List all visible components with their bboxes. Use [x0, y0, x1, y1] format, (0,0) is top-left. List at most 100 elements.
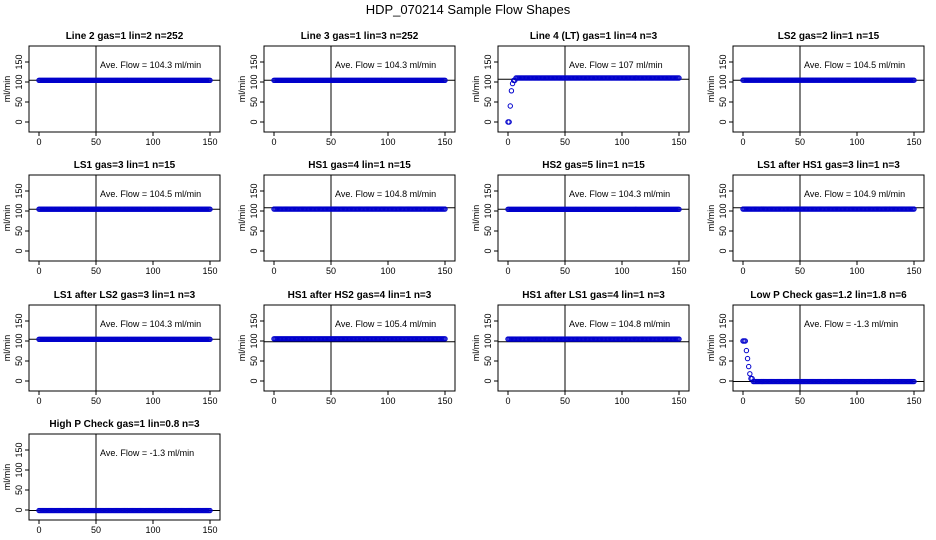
y-tick-label: 100: [483, 203, 493, 218]
panels: Line 2 gas=1 lin=2 n=252 0 50 100 150 0 50 100 1…: [2, 31, 925, 535]
avg-flow-annotation: Ave. Flow = -1.3 ml/min: [804, 319, 898, 329]
y-tick-label: 150: [483, 54, 493, 69]
y-tick-label: 0: [249, 248, 259, 253]
x-tick-label: 100: [145, 137, 160, 147]
x-tick-label: 150: [202, 525, 217, 535]
data-point: [743, 347, 750, 354]
x-tick-label: 50: [795, 137, 805, 147]
x-tick-label: 0: [36, 396, 41, 406]
y-tick-label: 100: [718, 333, 728, 348]
x-tick-label: 150: [671, 137, 686, 147]
y-tick-label: 150: [249, 54, 259, 69]
y-tick-label: 0: [483, 378, 493, 383]
x-tick-label: 50: [560, 266, 570, 276]
data-series: [740, 338, 917, 385]
x-tick-label: 150: [437, 396, 452, 406]
x-tick-label: 50: [560, 396, 570, 406]
plot-frame: [28, 304, 221, 392]
y-tick-label: 150: [483, 313, 493, 328]
data-series: [271, 77, 448, 83]
y-tick-label: 100: [14, 462, 24, 477]
y-tick-label: 100: [249, 333, 259, 348]
data-point: [442, 336, 448, 342]
y-axis-label: ml/min: [471, 76, 481, 103]
y-axis-label: ml/min: [471, 335, 481, 362]
chart-panel-8: LS1 after HS1 gas=3 lin=1 n=3 0 50 100 150 0 5…: [706, 160, 925, 276]
panel-title: Line 3 gas=1 lin=3 n=252: [301, 31, 419, 42]
y-tick-label: 100: [249, 203, 259, 218]
y-tick-label: 0: [483, 248, 493, 253]
y-tick-label: 0: [249, 378, 259, 383]
x-tick-label: 50: [91, 266, 101, 276]
avg-flow-annotation: Ave. Flow = 104.3 ml/min: [100, 60, 201, 70]
data-point: [746, 363, 752, 370]
data-point: [676, 75, 682, 81]
data-series: [505, 75, 682, 125]
y-tick-label: 150: [483, 183, 493, 198]
panel-title: LS2 gas=2 lin=1 n=15: [778, 31, 880, 42]
data-point: [676, 206, 682, 212]
y-tick-label: 0: [483, 119, 493, 124]
y-tick-label: 150: [718, 183, 728, 198]
y-tick-label: 150: [249, 313, 259, 328]
x-tick-label: 50: [795, 396, 805, 406]
data-point: [911, 206, 917, 212]
x-tick-label: 100: [380, 396, 395, 406]
x-tick-label: 50: [326, 396, 336, 406]
figure-title: HDP_070214 Sample Flow Shapes: [366, 2, 571, 17]
x-tick-label: 0: [505, 137, 510, 147]
y-tick-label: 150: [249, 183, 259, 198]
plot-frame: [28, 45, 221, 133]
y-tick-label: 150: [718, 54, 728, 69]
avg-flow-annotation: Ave. Flow = 104.3 ml/min: [335, 60, 436, 70]
panel-title: Line 4 (LT) gas=1 lin=4 n=3: [530, 31, 658, 42]
data-point: [207, 336, 213, 342]
x-tick-label: 100: [145, 396, 160, 406]
x-tick-label: 100: [145, 525, 160, 535]
chart-panel-7: HS2 gas=5 lin=1 n=150 50 100 150050100150ml…: [471, 160, 690, 276]
y-tick-label: 50: [249, 226, 259, 236]
panel-title: LS1 after HS1 gas=3 lin=1 n=3: [757, 160, 900, 171]
avg-flow-annotation: Ave. Flow = 104.8 ml/min: [335, 189, 436, 199]
x-tick-label: 50: [326, 137, 336, 147]
data-series: [36, 336, 213, 342]
y-tick-label: 50: [14, 356, 24, 366]
y-tick-label: 50: [14, 97, 24, 107]
chart-panel-13: High P Check gas=1 lin=0.8 n=3 0 50 100 150 0…: [2, 419, 221, 535]
y-tick-label: 50: [249, 97, 259, 107]
y-tick-label: 50: [14, 226, 24, 236]
data-point: [207, 507, 213, 514]
avg-flow-annotation: Ave. Flow = 104.5 ml/min: [100, 189, 201, 199]
x-tick-label: 150: [202, 137, 217, 147]
y-tick-label: 0: [14, 378, 24, 383]
x-tick-label: 50: [326, 266, 336, 276]
x-tick-label: 100: [849, 396, 864, 406]
data-series: [271, 336, 448, 342]
chart-panel-1: Line 2 gas=1 lin=2 n=252 0 50 100 150 0 50 100 1…: [2, 31, 221, 147]
data-point: [508, 88, 515, 94]
y-tick-label: 50: [483, 226, 493, 236]
y-tick-label: 50: [718, 97, 728, 107]
y-tick-label: 100: [14, 203, 24, 218]
data-series: [740, 77, 917, 83]
data-series: [36, 77, 213, 83]
data-point: [747, 371, 753, 377]
y-tick-label: 100: [718, 74, 728, 89]
x-tick-label: 0: [36, 266, 41, 276]
plot-frame: [732, 304, 925, 392]
plot-frame: [263, 174, 456, 262]
chart-panel-11: HS1 after LS1 gas=4 lin=1 n=3 0 50 100 150 0 5…: [471, 290, 690, 406]
panel-title: LS1 gas=3 lin=1 n=15: [74, 160, 176, 171]
panel-title: HS1 gas=4 lin=1 n=15: [308, 160, 411, 171]
x-tick-label: 150: [437, 137, 452, 147]
x-tick-label: 150: [906, 396, 921, 406]
data-point: [676, 336, 682, 342]
data-point: [207, 206, 213, 212]
avg-flow-annotation: Ave. Flow = 104.5 ml/min: [804, 60, 905, 70]
y-tick-label: 0: [718, 378, 728, 383]
x-tick-label: 0: [740, 137, 745, 147]
y-tick-label: 150: [14, 54, 24, 69]
y-tick-label: 100: [14, 333, 24, 348]
x-tick-label: 150: [437, 266, 452, 276]
